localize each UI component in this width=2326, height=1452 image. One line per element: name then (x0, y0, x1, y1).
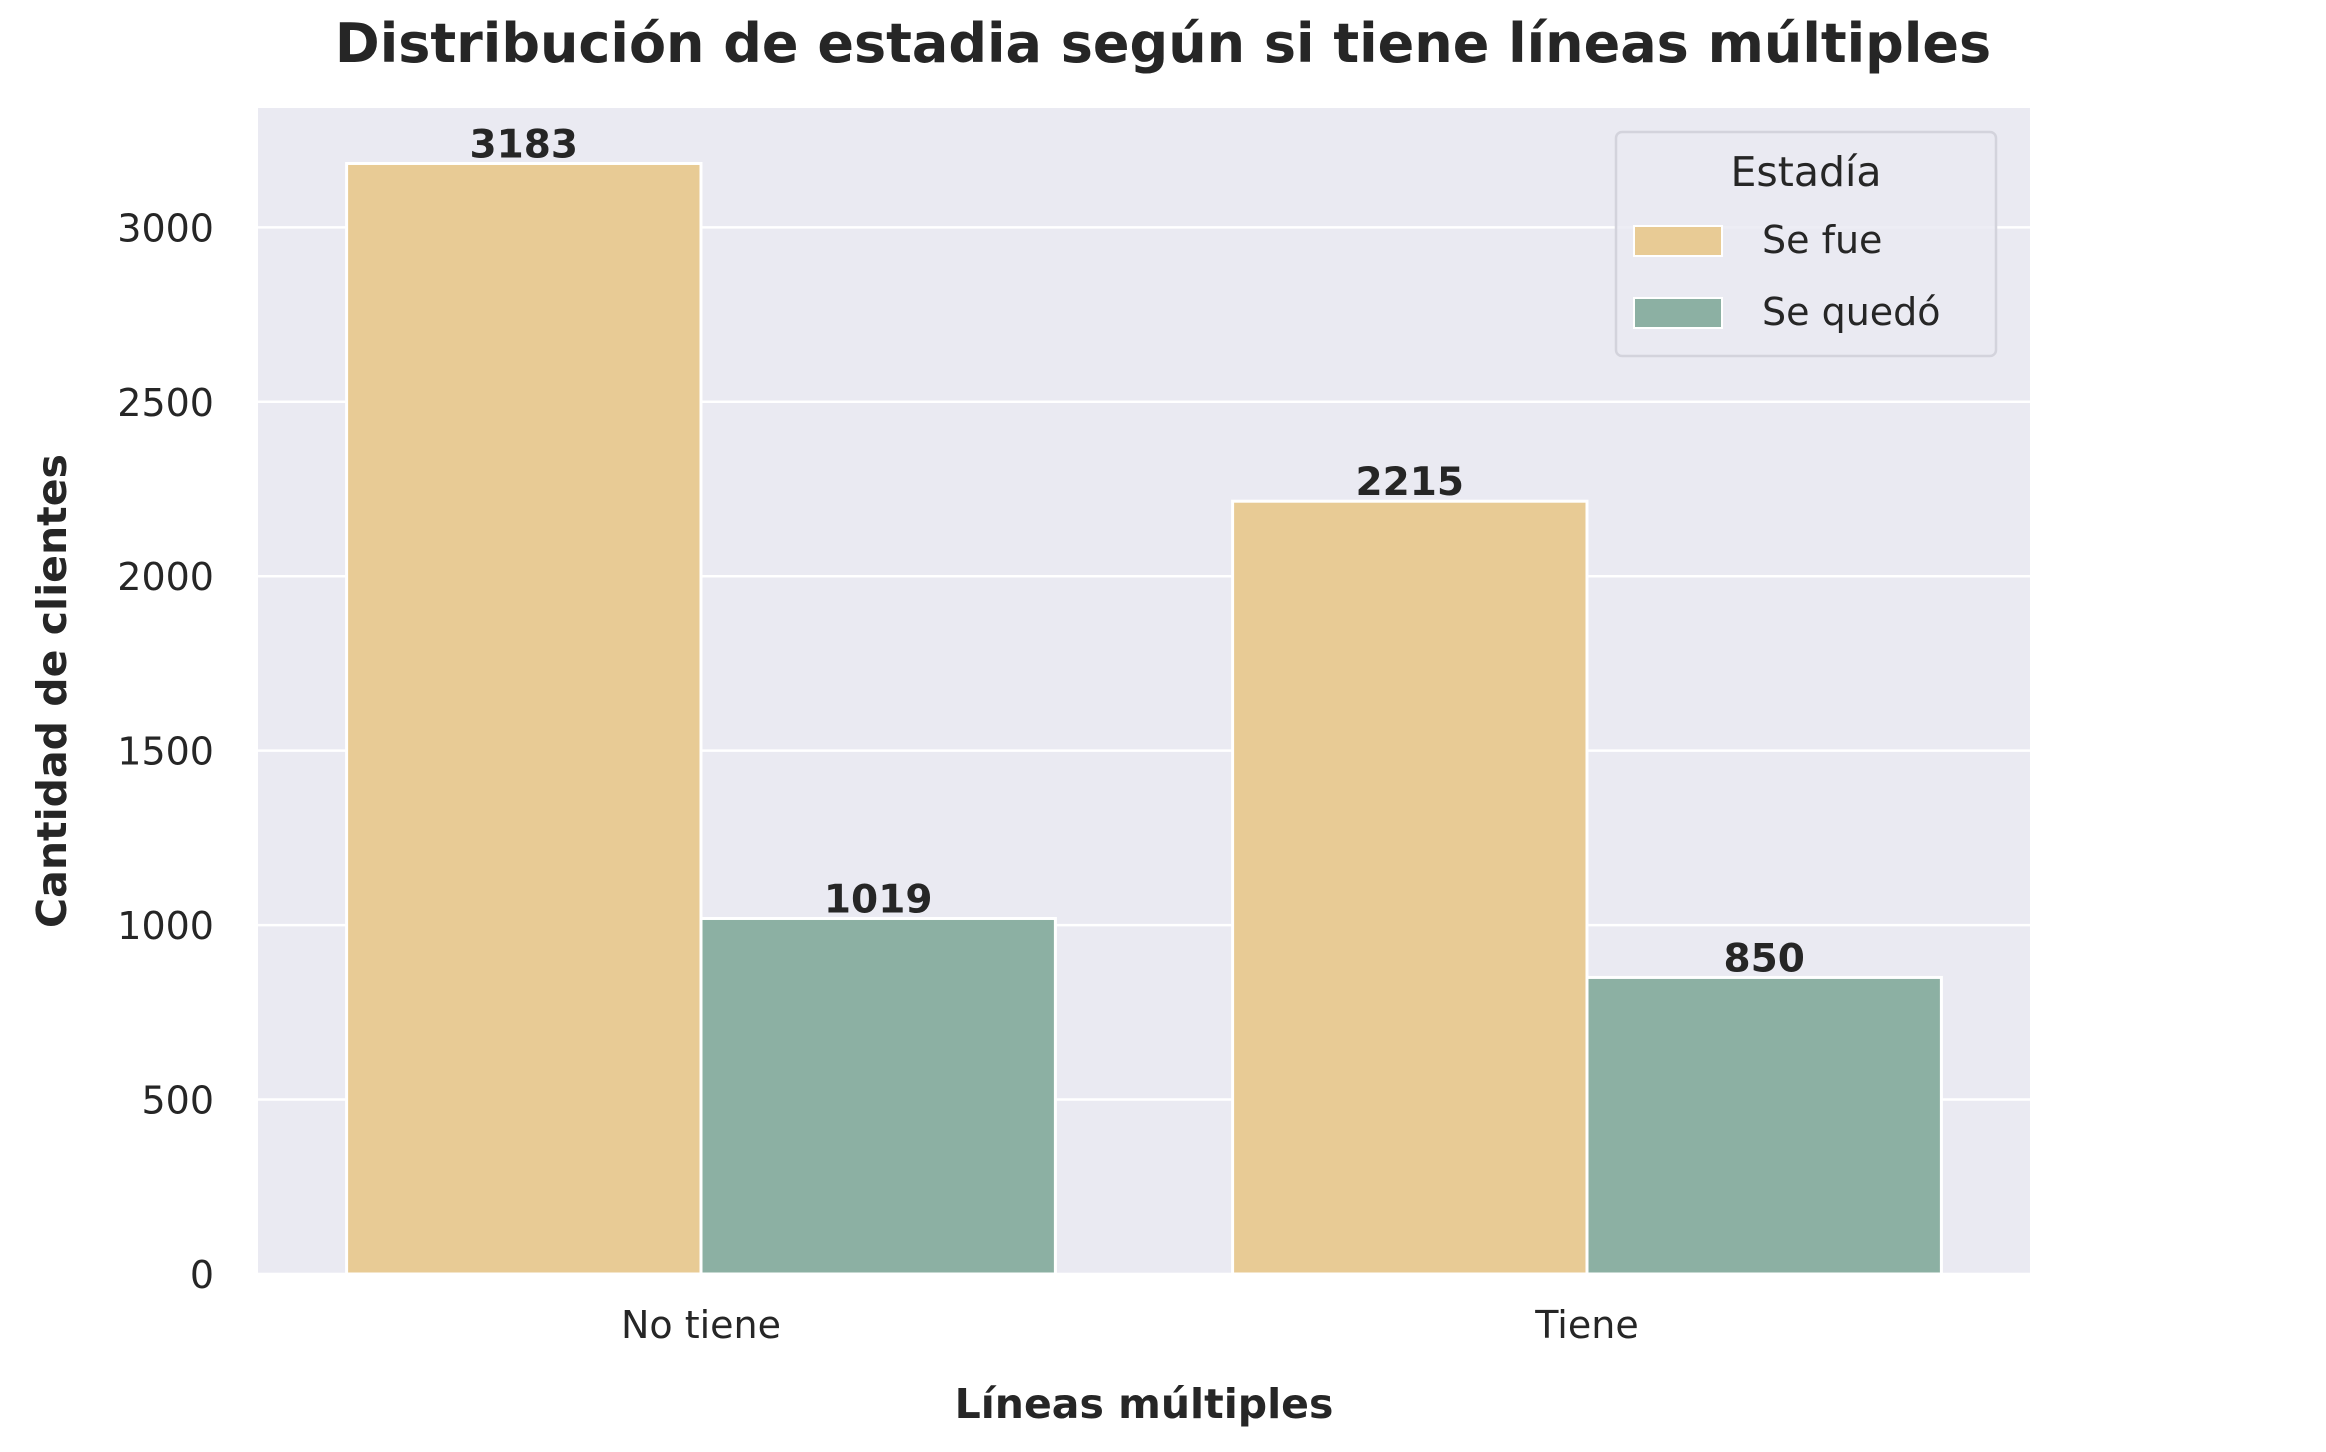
bar-value-label: 1019 (824, 877, 933, 922)
legend-label: Se fue (1762, 218, 1882, 262)
x-tick-label: No tiene (621, 1303, 781, 1347)
bar-se-quedo (699, 916, 1057, 1276)
y-axis-label: Cantidad de clientes (28, 454, 76, 928)
legend-swatch (1633, 225, 1723, 257)
y-tick-label: 0 (190, 1253, 214, 1297)
bar-se-fue (345, 161, 703, 1276)
y-tick-label: 1500 (117, 730, 214, 774)
legend: Estadía Se fue Se quedó (1614, 130, 1998, 358)
bar-value-label: 2215 (1356, 460, 1465, 505)
y-tick-label: 2000 (117, 555, 214, 599)
y-tick-label: 2500 (117, 381, 214, 425)
x-axis-label: Líneas múltiples (955, 1380, 1334, 1428)
legend-title: Estadía (1730, 148, 1881, 196)
x-axis-ticks: No tiene Tiene (621, 1303, 1639, 1347)
y-tick-label: 500 (141, 1079, 214, 1123)
bars (345, 161, 1943, 1276)
x-tick-label: Tiene (1534, 1303, 1638, 1347)
y-axis-ticks: 0 500 1000 1500 2000 2500 3000 (117, 206, 214, 1297)
bar-se-quedo (1585, 975, 1943, 1276)
chart-title: Distribución de estadia según si tiene l… (335, 12, 1991, 75)
legend-swatch (1633, 297, 1723, 329)
bar-value-label: 3183 (470, 122, 579, 167)
y-tick-label: 1000 (117, 904, 214, 948)
data-labels: 3183 1019 2215 850 (470, 122, 1805, 981)
y-tick-label: 3000 (117, 206, 214, 250)
bar-se-fue (1231, 499, 1589, 1276)
bar-value-label: 850 (1723, 936, 1804, 981)
legend-label: Se quedó (1762, 290, 1941, 334)
